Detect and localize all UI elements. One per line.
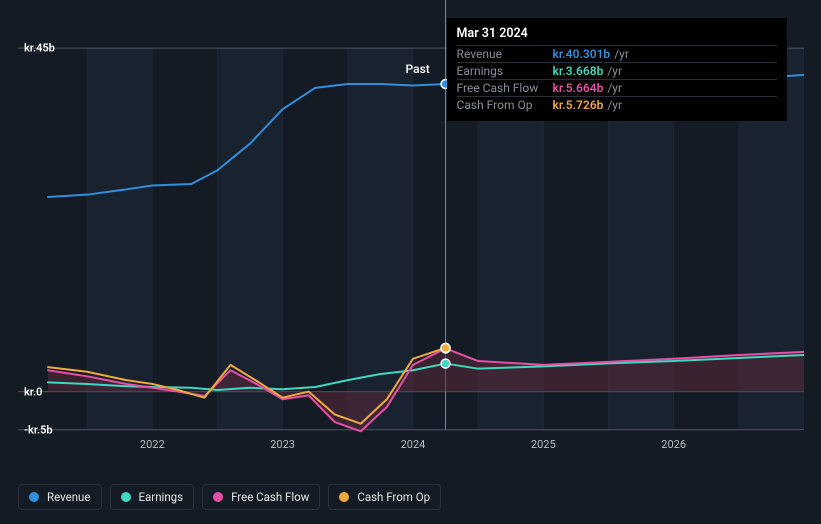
tooltip-date: Mar 31 2024 [457,26,777,41]
tooltip-row: Free Cash Flowkr.5.664b /yr [457,79,777,96]
x-axis-label: 2024 [401,438,426,451]
chart-tooltip: Mar 31 2024 Revenuekr.40.301b /yrEarning… [447,18,787,121]
legend-label: Earnings [139,490,184,504]
y-axis-label: kr.45b [24,42,55,55]
tooltip-series-label: Cash From Op [457,98,553,112]
x-axis-label: 2022 [140,438,165,451]
legend-swatch [339,492,349,502]
past-label: Past [406,62,430,76]
tooltip-unit: /yr [607,64,622,78]
chart-area: kr.45b kr.0 -kr.5b 2022 2023 2024 2025 2026 Pa… [18,0,804,470]
x-axis-label: 2023 [270,438,295,451]
tooltip-row: Revenuekr.40.301b /yr [457,45,777,62]
legend-item[interactable]: Cash From Op [328,484,441,510]
tooltip-unit: /yr [614,47,629,61]
tooltip-series-label: Free Cash Flow [457,81,553,95]
legend: Revenue Earnings Free Cash Flow Cash From O… [18,484,441,510]
legend-label: Cash From Op [357,490,430,504]
y-axis-label: -kr.5b [24,423,53,436]
tooltip-series-value: kr.40.301b [553,47,611,61]
tooltip-unit: /yr [607,98,622,112]
tooltip-series-label: Revenue [457,47,553,61]
legend-swatch [29,492,39,502]
tooltip-series-value: kr.5.726b [553,98,604,112]
legend-item[interactable]: Free Cash Flow [202,484,320,510]
x-axis-label: 2025 [531,438,556,451]
legend-swatch [121,492,131,502]
tooltip-row: Cash From Opkr.5.726b /yr [457,96,777,113]
legend-label: Free Cash Flow [231,490,309,504]
legend-label: Revenue [47,490,91,504]
legend-swatch [213,492,223,502]
legend-item[interactable]: Earnings [110,484,195,510]
y-axis-label: kr.0 [24,385,42,398]
tooltip-series-value: kr.5.664b [553,81,604,95]
legend-item[interactable]: Revenue [18,484,102,510]
x-axis-label: 2026 [661,438,686,451]
tooltip-series-label: Earnings [457,64,553,78]
tooltip-unit: /yr [607,81,622,95]
tooltip-series-value: kr.3.668b [553,64,604,78]
tooltip-row: Earningskr.3.668b /yr [457,62,777,79]
